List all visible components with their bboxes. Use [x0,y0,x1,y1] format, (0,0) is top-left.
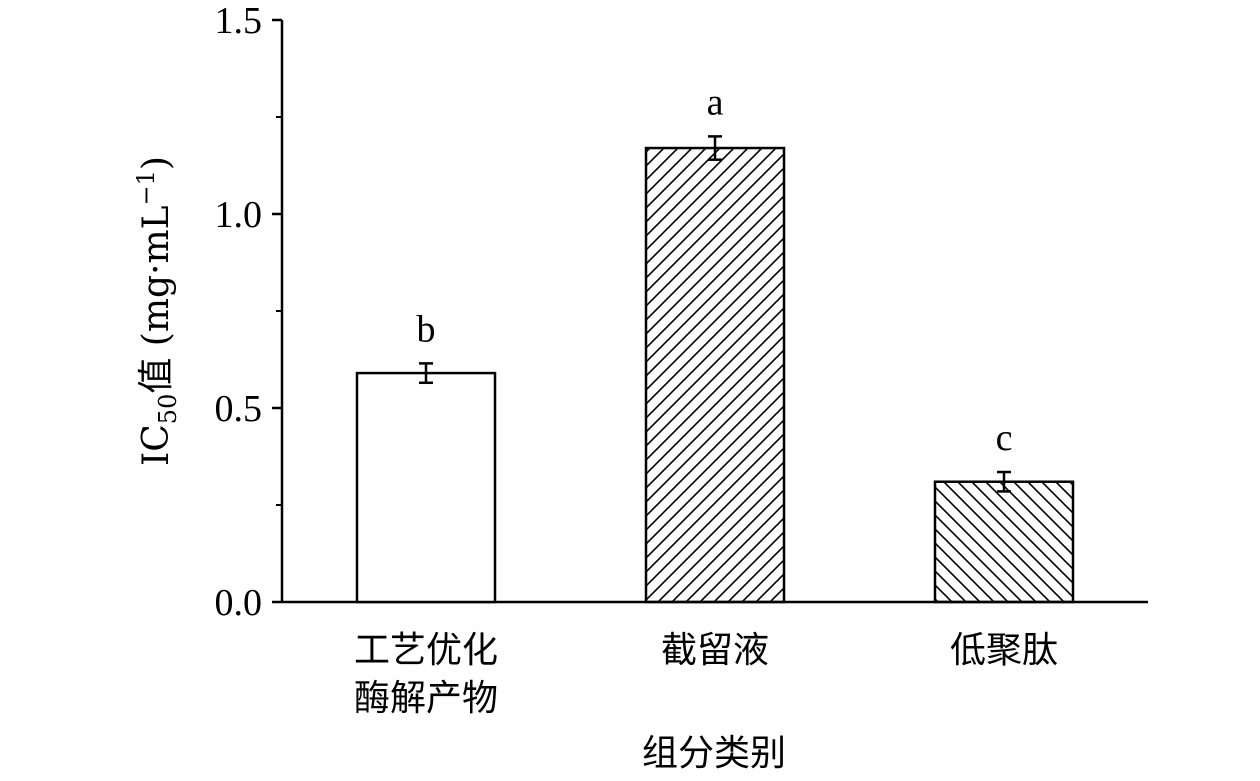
x-tick-label: 工艺优化 [354,630,498,671]
y-axis-title: IC50值 (mg·mL−1) [132,156,182,466]
y-tick-label: 0.0 [215,582,263,624]
x-tick-label: 低聚肽 [950,630,1058,671]
y-tick-label: 1.5 [215,0,263,42]
y-ticks: 0.0 0.5 1.0 1.5 [215,0,282,624]
y-axis-title-superscript: −1 [132,170,160,205]
x-tick-label: 截留液 [661,630,769,671]
x-tick-label: 酶解产物 [354,678,498,719]
y-tick-label: 0.5 [215,388,263,430]
error-bar [419,362,433,385]
error-bar [997,470,1011,493]
error-bar [708,135,722,161]
significance-label: c [996,417,1013,459]
y-axis-title-suffix: ) [136,156,177,170]
significance-label: b [417,308,436,350]
bar [933,480,1075,604]
y-tick-label: 1.0 [215,194,263,236]
y-axis-title-prefix: IC [136,424,177,466]
y-axis-title-subscript: 50 [154,394,182,425]
bar [355,371,497,604]
significance-label: a [707,81,724,123]
bar [644,146,786,604]
x-axis-title: 组分类别 [642,733,786,774]
bars: b a c [355,81,1075,604]
y-axis-title-mid: 值 (mg·mL [136,205,177,393]
